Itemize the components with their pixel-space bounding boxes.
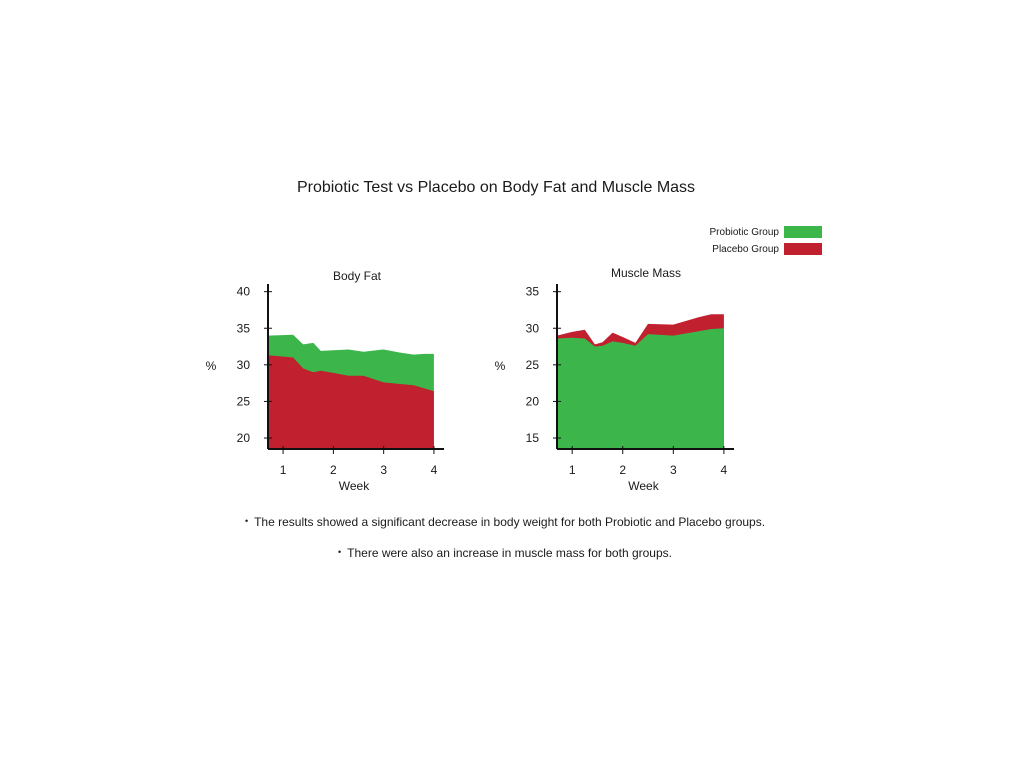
chart2-y-tick-label: 15 (526, 431, 540, 445)
legend-label-probiotic: Probiotic Group (709, 226, 779, 238)
note-2: • There were also an increase in muscle m… (0, 546, 1010, 560)
chart1-x-tick-label: 1 (280, 463, 287, 477)
chart1-x-tick-label: 3 (380, 463, 387, 477)
legend-label-placebo: Placebo Group (712, 243, 779, 255)
chart2-y-tick-label: 20 (526, 394, 540, 408)
note-1: • The results showed a significant decrea… (0, 515, 1010, 529)
bullet-icon: • (244, 516, 249, 526)
chart1-y-tick-label: 35 (237, 321, 251, 335)
chart1-subtitle: Body Fat (333, 269, 382, 283)
legend: Probiotic Group Placebo Group (660, 224, 822, 258)
chart1-y-tick-label: 40 (237, 285, 251, 299)
chart1-y-tick-label: 20 (237, 431, 251, 445)
chart2-y-axis-label: % (495, 359, 506, 373)
legend-swatch-placebo (784, 243, 822, 255)
chart1-area-placebo-group (268, 355, 434, 449)
bullet-icon: • (338, 547, 342, 557)
chart1-y-tick-label: 30 (237, 358, 251, 372)
chart1-x-axis-label: Week (339, 479, 370, 493)
chart2-area-probiotic-group (557, 328, 724, 449)
chart2-x-axis-label: Week (628, 479, 659, 493)
chart2-x-tick-label: 2 (619, 463, 626, 477)
chart2-x-tick-label: 1 (569, 463, 576, 477)
chart2-y-tick-label: 25 (526, 358, 540, 372)
legend-swatch-probiotic (784, 226, 822, 238)
chart1-x-tick-label: 4 (431, 463, 438, 477)
note-1-text: The results showed a significant decreas… (254, 515, 766, 529)
chart2-subtitle: Muscle Mass (611, 266, 681, 280)
chart2-y-tick-label: 30 (526, 321, 540, 335)
note-2-text: There were also an increase in muscle ma… (347, 546, 672, 560)
chart1-x-tick-label: 2 (330, 463, 337, 477)
chart2-y-tick-label: 35 (526, 285, 540, 299)
chart2-x-tick-label: 4 (721, 463, 728, 477)
chart1-y-axis-label: % (206, 359, 217, 373)
legend-item-probiotic: Probiotic Group (660, 224, 822, 240)
chart-title: Probiotic Test vs Placebo on Body Fat an… (296, 179, 696, 196)
chart1-y-tick-label: 25 (237, 394, 251, 408)
chart2-x-tick-label: 3 (670, 463, 677, 477)
legend-item-placebo: Placebo Group (660, 241, 822, 257)
